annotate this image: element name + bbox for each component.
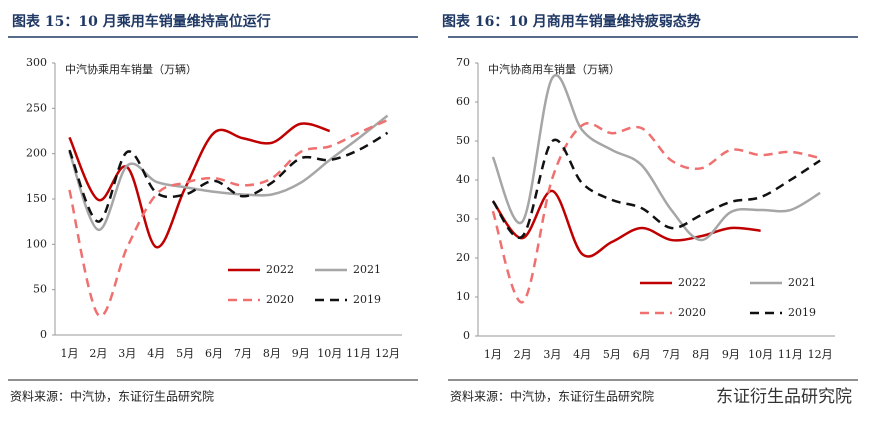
y-tick-label: 20: [456, 251, 470, 264]
x-tick-label: 5月: [176, 347, 194, 360]
x-tick-label: 3月: [543, 348, 561, 361]
x-tick-label: 2月: [514, 348, 532, 361]
y-tick-label: 150: [26, 192, 47, 205]
x-tick-label: 10月: [748, 348, 773, 361]
y-tick-label: 10: [456, 290, 470, 303]
series-line: [68, 114, 389, 232]
y-tick-label: 0: [463, 329, 470, 342]
legend-label: 2021: [788, 276, 816, 289]
x-tick-label: 9月: [292, 347, 310, 360]
source: 资料来源：中汽协，东证衍生品研究院: [10, 389, 214, 404]
x-tick-label: 10月: [317, 347, 342, 360]
x-tick-label: 7月: [662, 348, 680, 361]
y-tick-label: 200: [26, 147, 47, 160]
y-tick-label: 100: [26, 237, 47, 250]
legend-label: 2022: [678, 276, 706, 289]
axis-label: 中汽协乘用车销量（万辆）: [65, 62, 197, 76]
x-tick-label: 1月: [60, 347, 78, 360]
series-line: [491, 122, 821, 304]
watermark: 东证衍生品研究院: [716, 387, 852, 407]
y-tick-label: 250: [26, 101, 47, 114]
source: 资料来源：中汽协，东证衍生品研究院: [450, 389, 654, 404]
x-tick-label: 11月: [346, 347, 371, 360]
x-tick-label: 4月: [147, 347, 165, 360]
x-tick-label: 12月: [375, 347, 400, 360]
series-line: [68, 122, 331, 249]
x-tick-label: 6月: [633, 348, 651, 361]
legend-label: 2019: [353, 293, 381, 306]
y-tick-label: 40: [456, 173, 470, 186]
x-tick-label: 11月: [778, 348, 803, 361]
x-tick-label: 6月: [205, 347, 223, 360]
axis-label: 中汽协商用车销量（万辆）: [488, 62, 620, 76]
legend-label: 2021: [353, 263, 381, 276]
legend-label: 2020: [266, 293, 294, 306]
y-tick-label: 30: [456, 212, 470, 225]
x-tick-label: 8月: [263, 347, 281, 360]
chart-title: 图表 15：10 月乘用车销量维持高位运行: [12, 13, 271, 30]
x-tick-label: 4月: [573, 348, 591, 361]
x-tick-label: 7月: [234, 347, 252, 360]
series-line: [68, 118, 389, 318]
x-tick-label: 1月: [484, 348, 502, 361]
series-line: [491, 138, 821, 240]
x-tick-label: 2月: [89, 347, 107, 360]
legend-label: 2022: [266, 263, 294, 276]
x-tick-label: 9月: [722, 348, 740, 361]
series-line: [491, 189, 761, 258]
y-tick-label: 70: [456, 56, 470, 69]
x-tick-label: 3月: [118, 347, 136, 360]
x-tick-label: 8月: [692, 348, 710, 361]
y-tick-label: 300: [26, 56, 47, 69]
series-line: [491, 74, 821, 242]
y-tick-label: 50: [456, 134, 470, 147]
y-tick-label: 0: [40, 328, 47, 341]
x-tick-label: 5月: [603, 348, 621, 361]
y-tick-label: 50: [33, 283, 47, 296]
legend-label: 2020: [678, 306, 706, 319]
y-tick-label: 60: [456, 95, 470, 108]
chart-title: 图表 16：10 月商用车销量维持疲弱态势: [442, 13, 701, 30]
series-line: [68, 131, 389, 223]
x-tick-label: 12月: [808, 348, 833, 361]
legend-label: 2019: [788, 306, 816, 319]
